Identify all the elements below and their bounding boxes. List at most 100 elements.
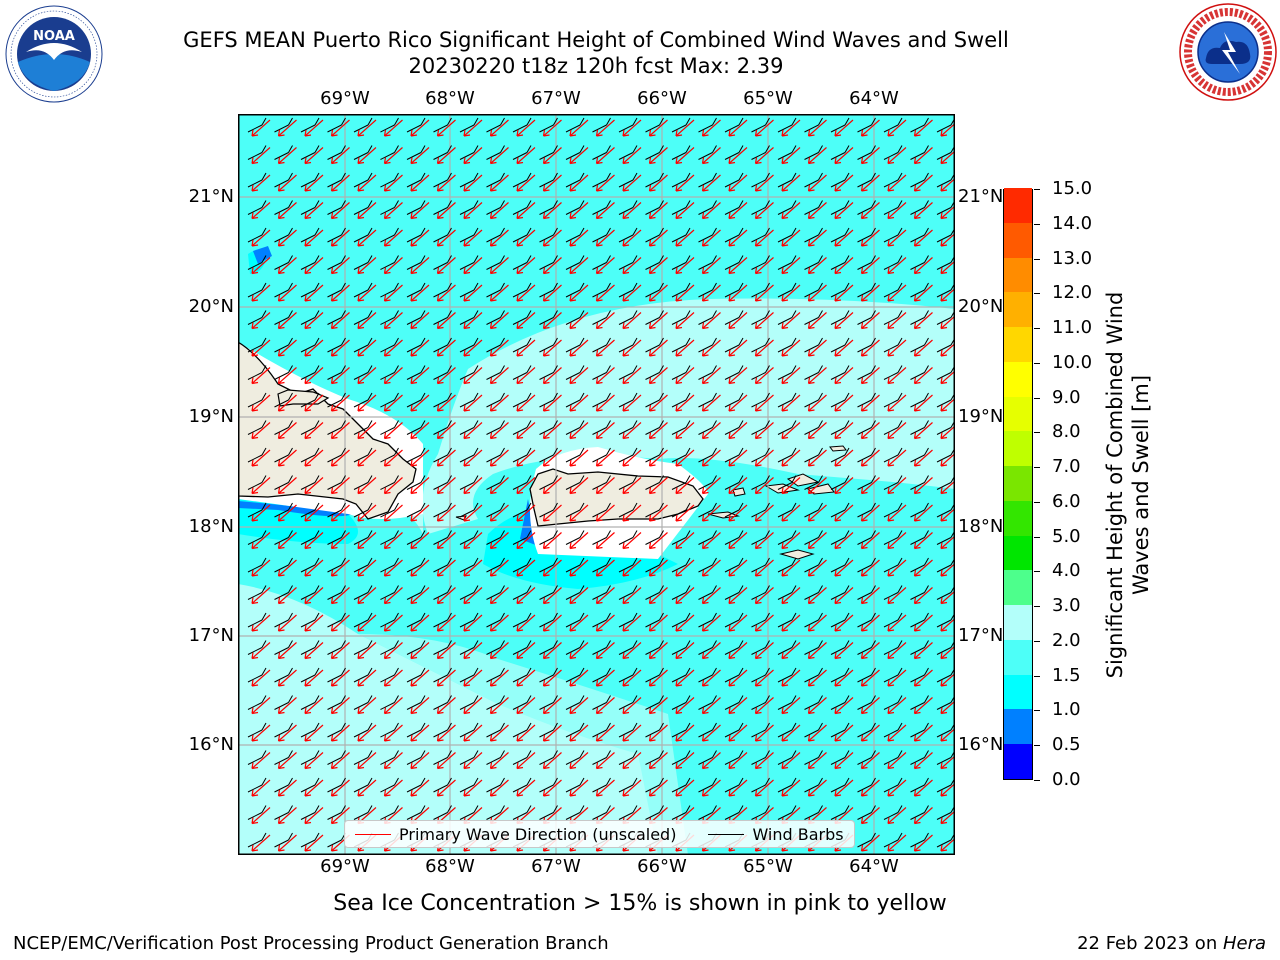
wave-direction-arrow [304, 807, 324, 825]
wave-direction-arrow [516, 284, 536, 302]
wind-barb [724, 695, 744, 710]
wave-direction-arrow [675, 422, 695, 440]
wind-barb [910, 640, 929, 655]
wave-direction-arrow [436, 477, 456, 495]
wave-direction-arrow [569, 477, 589, 495]
wind-barb [804, 282, 823, 298]
legend-red-line-icon [355, 833, 391, 835]
wave-direction-arrow [807, 504, 827, 522]
wave-direction-arrow [595, 119, 615, 137]
wind-barb [539, 530, 558, 545]
wave-direction-arrow [754, 697, 774, 715]
wave-direction-arrow [277, 724, 297, 742]
wave-direction-arrow [807, 394, 827, 412]
wind-barb [883, 530, 903, 545]
wave-direction-arrow [330, 559, 350, 577]
wind-barb [274, 502, 293, 518]
wind-barb [486, 145, 505, 160]
wave-direction-arrow [701, 614, 721, 632]
wind-barb [883, 832, 903, 848]
wind-barb [327, 145, 346, 160]
wind-barb [777, 475, 797, 490]
wind-barb [645, 777, 664, 793]
wind-barb [645, 530, 664, 545]
wind-barb [406, 777, 426, 793]
wave-direction-arrow [860, 449, 880, 467]
wave-direction-arrow [463, 614, 483, 632]
wind-barb [618, 447, 638, 463]
wind-barb [380, 447, 399, 463]
wave-direction-arrow [807, 477, 827, 495]
wave-direction-arrow [463, 477, 483, 495]
wave-direction-arrow [781, 449, 801, 467]
colorbar-segment [1004, 743, 1032, 779]
wave-direction-arrow [701, 119, 721, 137]
wave-direction-arrow [781, 614, 801, 632]
wave-direction-arrow [913, 532, 933, 550]
wave-direction-arrow [754, 614, 774, 632]
wind-barb [830, 750, 850, 765]
wave-direction-arrow [463, 559, 483, 577]
wind-barb [804, 117, 823, 133]
wind-barb [459, 612, 479, 628]
wind-barb [751, 530, 770, 545]
wave-direction-arrow [887, 284, 907, 302]
wave-direction-arrow [436, 642, 456, 660]
wave-direction-arrow [436, 422, 456, 440]
wind-barb [751, 365, 770, 380]
wave-direction-arrow [913, 559, 933, 577]
wind-barb [512, 640, 532, 655]
wind-barb [777, 310, 797, 325]
wave-direction-arrow [330, 477, 350, 495]
wave-direction-arrow [516, 339, 536, 357]
wave-direction-arrow [463, 202, 483, 220]
wind-barb [274, 722, 293, 738]
wind-barb [592, 172, 611, 188]
wind-barb [857, 695, 876, 710]
lon-label: 64°W [849, 856, 899, 877]
wave-direction-arrow [330, 449, 350, 467]
wave-height-map [238, 114, 955, 855]
wind-barb [539, 255, 558, 270]
wind-barb [353, 227, 373, 243]
wave-direction-arrow [887, 367, 907, 385]
wave-direction-arrow [436, 312, 456, 330]
wave-direction-arrow [675, 779, 695, 797]
wind-barb [830, 255, 850, 270]
wind-barb [459, 695, 479, 710]
wave-direction-arrow [410, 587, 430, 605]
colorbar-tick-label: 4.0 [1034, 561, 1081, 581]
wind-barb [698, 722, 717, 738]
wave-direction-arrow [569, 642, 589, 660]
wave-direction-arrow [569, 504, 589, 522]
wave-direction-arrow [701, 559, 721, 577]
wave-direction-arrow [277, 779, 297, 797]
wave-direction-arrow [595, 724, 615, 742]
wave-direction-arrow [648, 312, 668, 330]
wave-direction-arrow [728, 147, 748, 165]
wind-barb [512, 227, 532, 243]
wind-barb [857, 557, 876, 573]
wave-direction-arrow [887, 119, 907, 137]
wind-barb [247, 337, 267, 353]
wave-direction-arrow [913, 339, 933, 357]
wind-barb [486, 695, 505, 710]
wind-barb [830, 612, 850, 628]
wind-barb [883, 722, 903, 738]
wave-direction-arrow [463, 119, 483, 137]
lat-label: 17°N [958, 625, 1004, 646]
wind-barb [433, 805, 452, 820]
wind-barb [380, 777, 399, 793]
wave-direction-arrow [277, 422, 297, 440]
wind-barb [857, 392, 876, 408]
wind-barb [247, 282, 267, 298]
wave-direction-arrow [834, 779, 854, 797]
wind-barb [459, 557, 479, 573]
wave-direction-arrow [357, 669, 377, 687]
wave-direction-arrow [569, 229, 589, 247]
wave-direction-arrow [675, 312, 695, 330]
wind-barb [300, 640, 320, 655]
wind-barb [698, 337, 717, 353]
wind-barb [857, 365, 876, 380]
wind-barb [592, 310, 611, 325]
